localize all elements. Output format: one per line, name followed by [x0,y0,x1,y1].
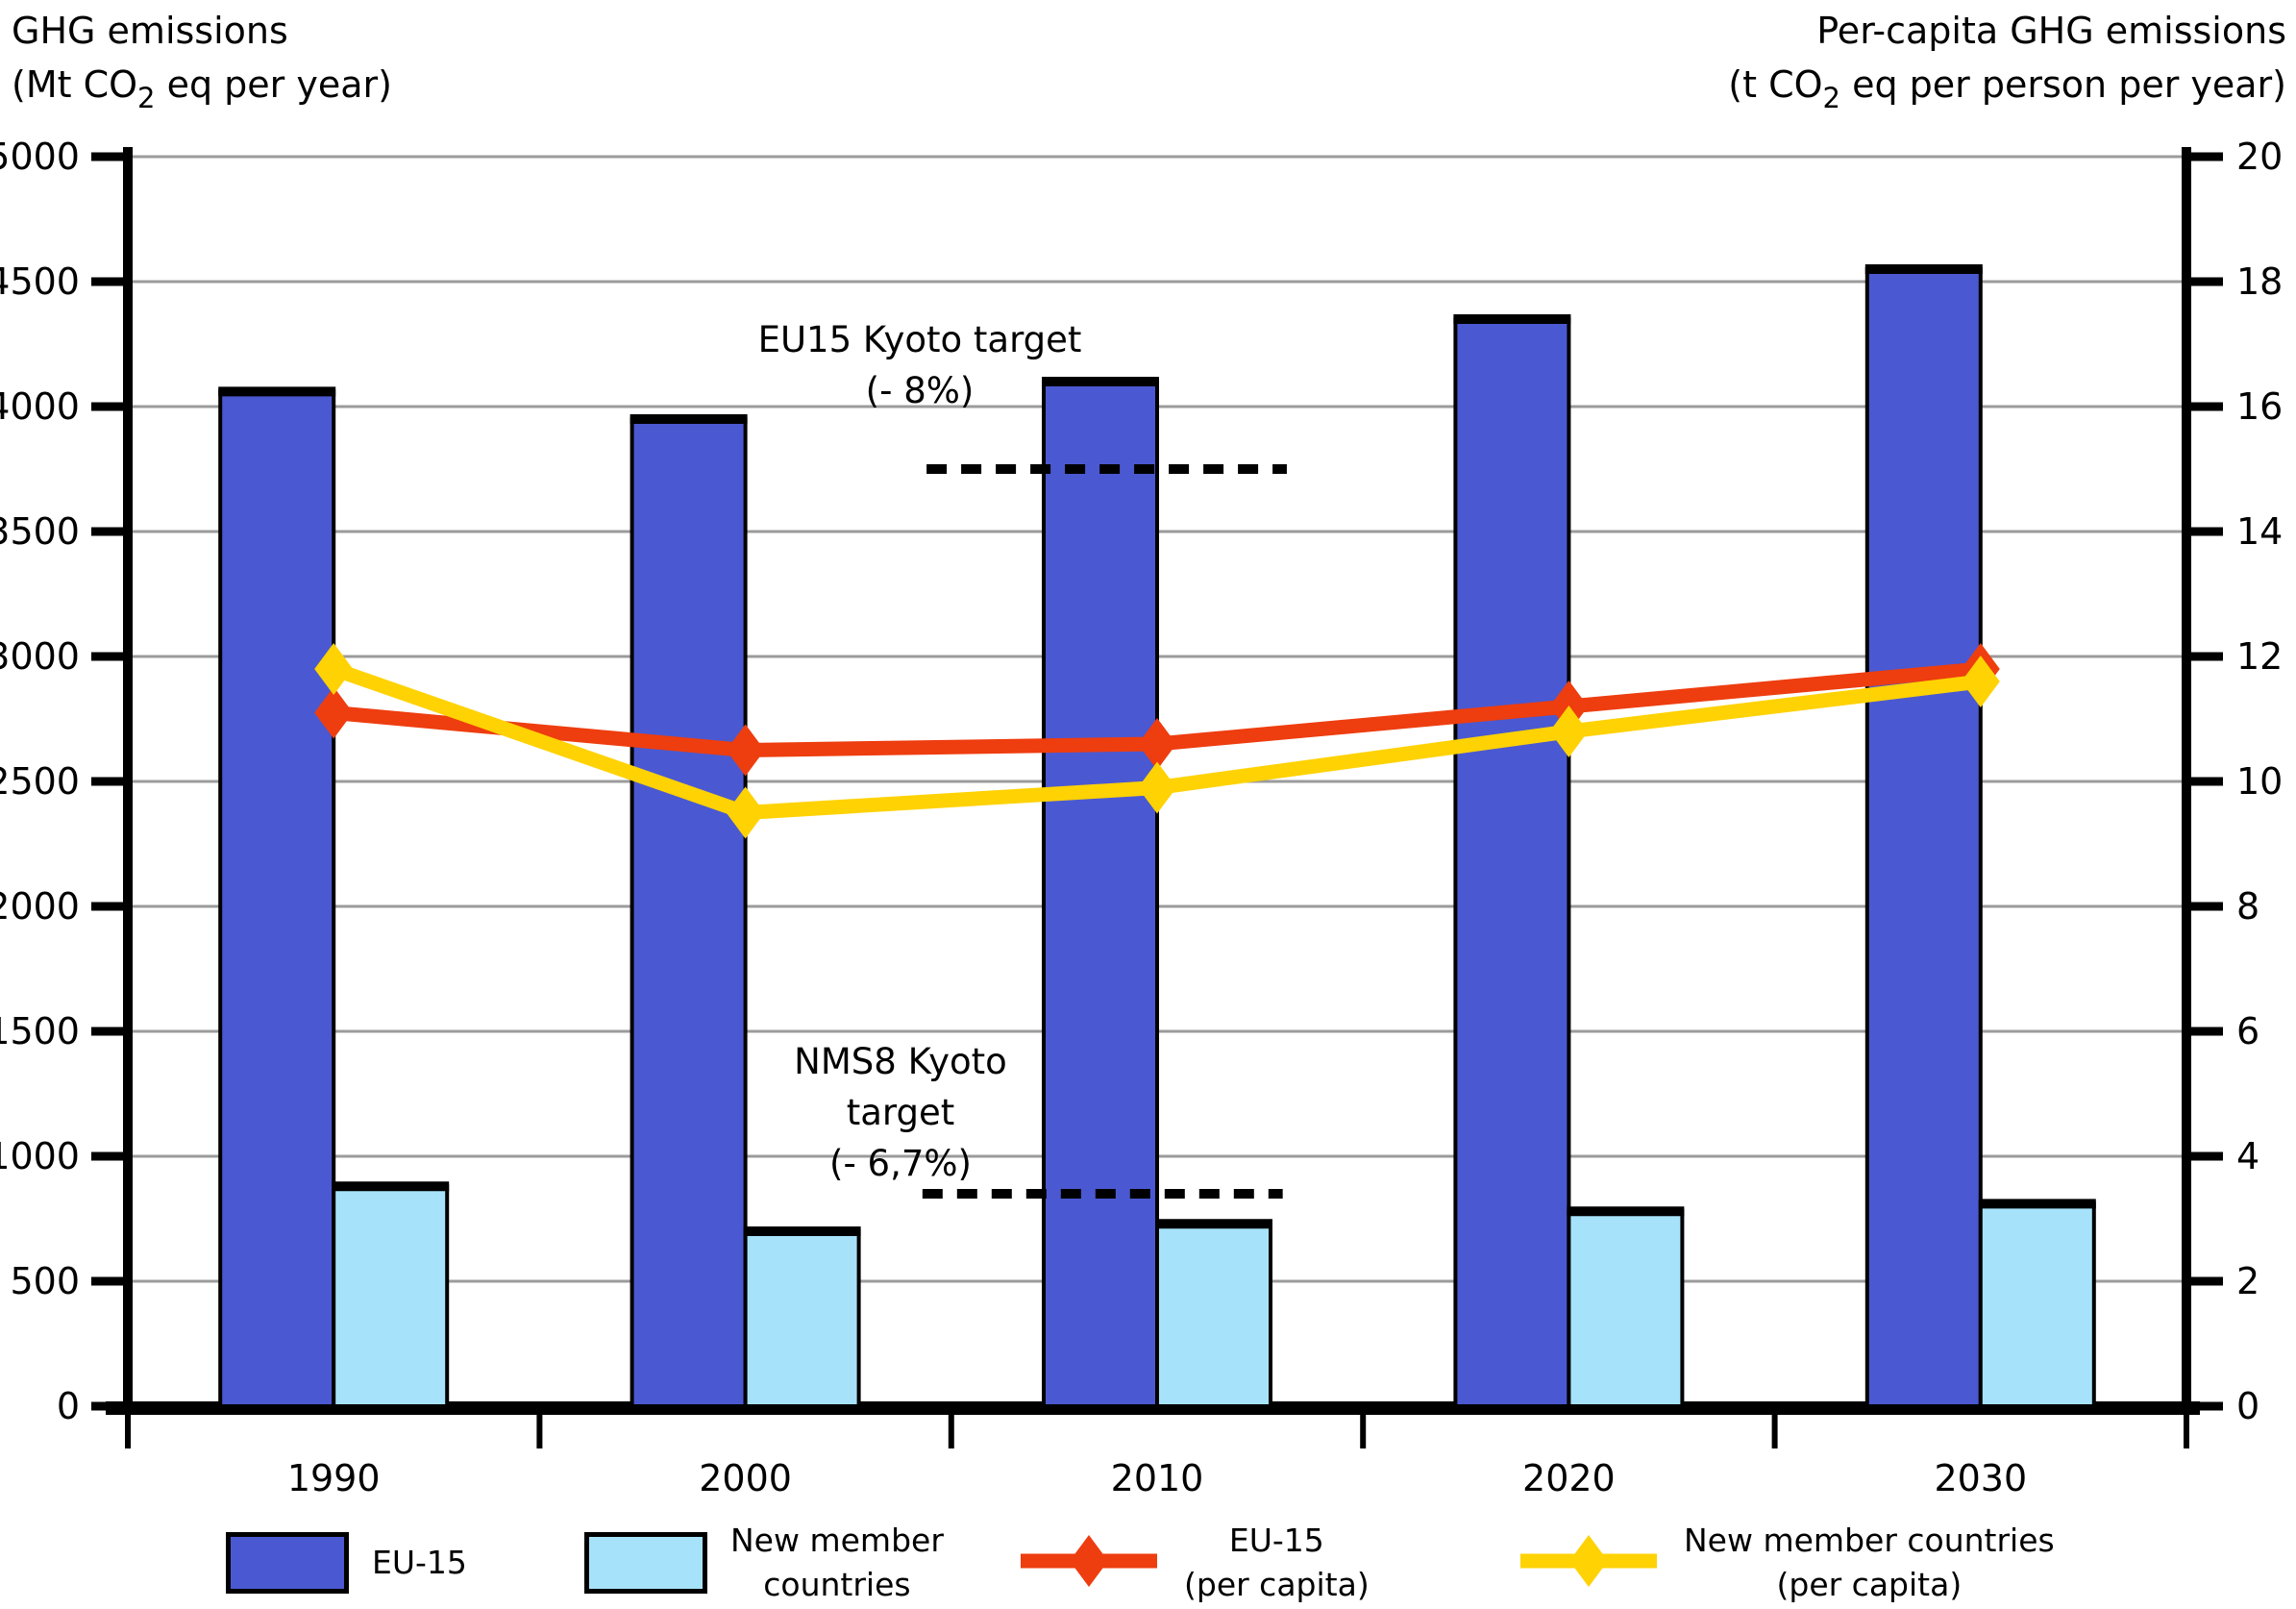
left-axis-tick-label: 1000 [0,1135,80,1177]
legend-diamond-icon [1569,1535,1608,1587]
left-axis-tick-label: 2500 [0,760,80,803]
diamond-marker-new-member-countries-per-capita [1549,705,1589,757]
right-axis-tick-label: 20 [2236,136,2283,178]
right-axis-tick-label: 8 [2236,885,2259,928]
legend-line-sample [1520,1535,1657,1587]
bar-new-member-countries [1567,1209,1685,1408]
left-axis-tick-label: 4500 [0,260,80,303]
right-axis-tick-label: 14 [2236,510,2283,553]
diamond-marker-eu-15-per-capita [1138,718,1176,770]
bar-new-member-countries [1978,1201,2096,1409]
diamond-marker-eu-15-per-capita [726,724,765,777]
legend-swatch-new-member [584,1532,707,1594]
diamond-marker-new-member-countries-per-capita [314,643,354,695]
legend-item-new-member-per-capita-line: New member countries (per capita) [1517,1511,2055,1609]
x-axis-year-label: 1990 [287,1457,381,1499]
legend-line-sample [1021,1535,1157,1587]
x-axis-year-label: 2020 [1522,1457,1616,1499]
right-axis-tick-label: 2 [2236,1260,2259,1302]
legend-item-eu15-per-capita-line: EU-15 (per capita) [1017,1511,1370,1609]
diamond-marker-new-member-countries-per-capita [726,786,765,839]
bar-eu-15 [1042,380,1159,1408]
left-axis-title-line1: GHG emissions [12,10,288,52]
left-axis-tick-label: 0 [57,1385,80,1427]
right-axis-tick-label: 4 [2236,1135,2259,1177]
annotation-eu15-kyoto-target: EU15 Kyoto target (- 8%) [757,319,1082,411]
diamond-marker-new-member-countries-per-capita [1138,761,1176,814]
right-axis-tick-label: 0 [2236,1385,2259,1427]
x-axis-year-label: 2010 [1111,1457,1204,1499]
legend-diamond-icon [1070,1535,1108,1587]
x-axis-year-label: 2030 [1934,1457,2027,1499]
right-axis-tick-label: 18 [2236,260,2283,303]
right-axis-tick-label: 10 [2236,760,2283,803]
annotation-nms8-kyoto-target: NMS8 Kyoto target (- 6,7%) [794,1041,1007,1184]
right-axis-title-line2: (t CO2 eq per person per year) [1728,63,2286,114]
left-axis-tick-label: 2000 [0,885,80,928]
left-axis-title-line2: (Mt CO2 eq per year) [12,63,392,114]
left-axis-tick-label: 1500 [0,1010,80,1052]
bar-eu-15 [1864,267,1983,1408]
legend-label-new-member: New member countries [730,1522,944,1603]
right-axis-title: Per-capita GHG emissions (t CO2 eq per p… [1728,4,2286,125]
co2-subscript: 2 [1822,82,1840,114]
legend-label-eu15: EU-15 [372,1544,467,1581]
right-axis-tick-label: 6 [2236,1010,2259,1052]
co2-subscript: 2 [137,82,156,114]
legend-item-new-member-bars: New member countries [584,1511,944,1609]
bar-eu-15 [1453,317,1571,1408]
bar-new-member-countries [1155,1222,1272,1408]
left-axis-tick-label: 4000 [0,385,80,428]
bar-eu-15 [218,389,336,1408]
bar-new-member-countries [332,1184,450,1408]
diamond-marker-eu-15-per-capita [314,686,354,739]
legend-item-eu15-bars: EU-15 [226,1511,467,1609]
bar-new-member-countries [743,1229,861,1408]
left-axis-title: GHG emissions (Mt CO2 eq per year) [12,4,392,125]
x-axis-year-label: 2000 [699,1457,792,1499]
left-axis-tick-label: 3500 [0,510,80,553]
legend-label-eu15-per-capita: EU-15 (per capita) [1184,1522,1370,1603]
right-axis-tick-label: 16 [2236,385,2283,428]
left-axis-tick-label: 500 [10,1260,80,1302]
right-axis-title-line1: Per-capita GHG emissions [1816,10,2286,52]
legend-label-new-member-per-capita: New member countries (per capita) [1684,1522,2055,1603]
bar-eu-15 [630,417,748,1408]
legend-marker-eu15-per-capita [1017,1525,1161,1600]
legend-marker-new-member-per-capita [1517,1525,1661,1600]
diamond-marker-new-member-countries-per-capita [1961,656,2000,707]
left-axis-tick-label: 3000 [0,635,80,678]
legend-swatch-eu15 [226,1532,349,1594]
right-axis-tick-label: 12 [2236,635,2283,678]
